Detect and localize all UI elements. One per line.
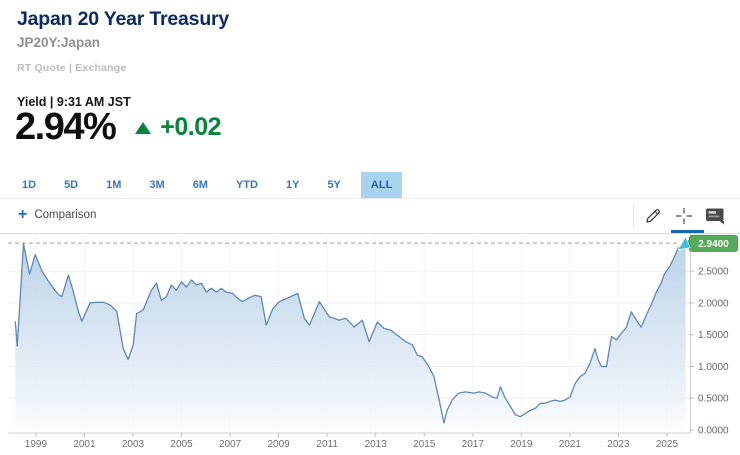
x-tick-label: 2005 (170, 439, 193, 450)
x-tick-label: 2001 (73, 439, 96, 450)
yield-area-chart[interactable]: 1999 2001 2003 2005 2007 2009 2011 2013 2015 2017… (0, 233, 740, 455)
yield-line (14, 242, 686, 424)
yield-area-fill (15, 243, 686, 433)
price-change-row: 2.94% +0.02 (15, 106, 222, 148)
current-value-badge-label: 2.9400 (698, 239, 729, 250)
plus-icon: + (18, 206, 28, 223)
y-tick-label: 2.0000 (698, 298, 729, 309)
current-value-badge (689, 234, 738, 252)
range-tabs: 1D 5D 1M 3M 6M YTD 1Y 5Y ALL (0, 171, 740, 198)
news-comment-icon[interactable] (705, 207, 725, 227)
chart-canvas[interactable]: 1999 2001 2003 2005 2007 2009 2011 2013 2015 2017… (0, 233, 740, 455)
x-tick-label: 1999 (25, 439, 48, 450)
x-tick-label: 2019 (510, 439, 533, 450)
y-tick-label: 0.0000 (698, 426, 729, 437)
up-triangle-icon (135, 122, 152, 134)
tab-6m[interactable]: 6M (192, 178, 208, 191)
x-tick-label: 2025 (656, 439, 679, 450)
x-tick-label: 2021 (559, 439, 582, 450)
toolbar-divider (633, 204, 634, 228)
tab-5y[interactable]: 5Y (327, 178, 341, 191)
x-tick-label: 2011 (316, 439, 338, 450)
current-yield-value: 2.94% (15, 106, 117, 148)
tab-1y[interactable]: 1Y (285, 178, 300, 191)
draw-pencil-icon[interactable] (643, 206, 663, 226)
tab-1d[interactable]: 1D (22, 178, 37, 191)
tab-all[interactable]: ALL (360, 171, 403, 198)
x-tick-label: 2023 (607, 439, 630, 450)
latest-point-marker (677, 235, 691, 251)
page-title: Japan 20 Year Treasury (17, 8, 230, 30)
comparison-label: Comparison (34, 209, 97, 221)
change-value: +0.02 (160, 112, 222, 141)
chart-toolbar: + Comparison (0, 199, 740, 234)
tab-3m[interactable]: 3M (149, 178, 165, 191)
crosshair-icon[interactable] (674, 206, 694, 226)
add-comparison-button[interactable]: + Comparison (18, 207, 96, 223)
y-tick-label: 1.5000 (698, 330, 729, 341)
x-tick-label: 2007 (219, 439, 242, 450)
x-tick-label: 2009 (267, 439, 290, 450)
x-tick-label: 2013 (365, 439, 388, 450)
quote-type-label: RT Quote | Exchange (17, 62, 127, 74)
y-tick-label: 0.5000 (698, 394, 729, 405)
x-tick-label: 2015 (413, 439, 436, 450)
tab-1m[interactable]: 1M (106, 178, 122, 191)
tab-5d[interactable]: 5D (64, 178, 79, 191)
x-tick-label: 2003 (122, 439, 145, 450)
instrument-symbol: JP20Y:Japan (17, 35, 101, 50)
yield-timestamp-label: Yield | 9:31 AM JST (17, 95, 131, 109)
active-tool-underline (671, 230, 704, 233)
range-tabs-bar: 1D 5D 1M 3M 6M YTD 1Y 5Y ALL (0, 171, 740, 199)
tab-ytd[interactable]: YTD (235, 178, 258, 191)
y-tick-label: 1.0000 (698, 362, 729, 373)
y-tick-label: 2.5000 (698, 267, 729, 278)
x-tick-label: 2017 (462, 439, 485, 450)
